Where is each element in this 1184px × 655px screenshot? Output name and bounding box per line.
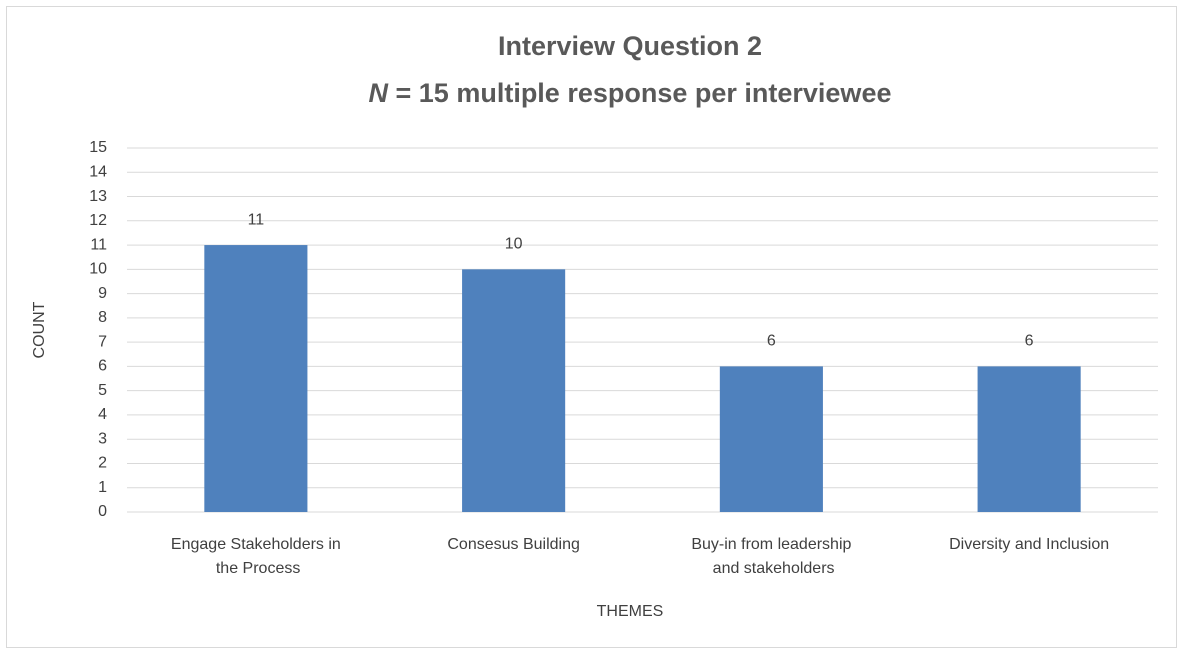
y-tick-label: 10 — [89, 261, 107, 278]
data-label: 11 — [248, 211, 265, 228]
x-axis-label: THEMES — [597, 603, 664, 620]
x-tick-label: Diversity and Inclusion — [949, 536, 1109, 553]
y-tick-label: 7 — [98, 333, 107, 350]
bar — [462, 269, 566, 512]
data-label: 6 — [767, 333, 776, 350]
x-tick-label: Consesus Building — [447, 536, 580, 553]
y-tick-label: 11 — [90, 236, 107, 253]
chart-border — [6, 6, 1177, 648]
bar — [204, 245, 308, 513]
y-tick-label: 6 — [98, 358, 107, 375]
bar — [719, 366, 823, 512]
x-tick-label: Engage Stakeholders in the Process — [171, 536, 341, 577]
y-tick-label: 12 — [89, 212, 107, 229]
y-tick-label: 5 — [98, 382, 107, 399]
data-label: 10 — [505, 236, 523, 253]
chart-title: N = 15 multiple response per interviewee — [369, 78, 892, 108]
y-tick-label: 0 — [98, 503, 107, 520]
y-tick-label: 1 — [98, 479, 107, 496]
y-axis-label: COUNT — [31, 301, 48, 358]
y-tick-label: 13 — [89, 188, 107, 205]
y-tick-label: 2 — [98, 455, 107, 472]
data-label: 6 — [1025, 333, 1034, 350]
y-tick-label: 9 — [98, 285, 107, 302]
chart-title: Interview Question 2 — [498, 31, 762, 61]
y-tick-label: 4 — [98, 406, 107, 423]
x-tick-label: Buy-in from leadership and stakeholders — [691, 536, 851, 577]
y-tick-label: 15 — [89, 139, 107, 156]
bar — [977, 366, 1081, 512]
y-tick-label: 14 — [89, 163, 107, 180]
y-tick-label: 3 — [98, 430, 107, 447]
y-tick-label: 8 — [98, 309, 107, 326]
